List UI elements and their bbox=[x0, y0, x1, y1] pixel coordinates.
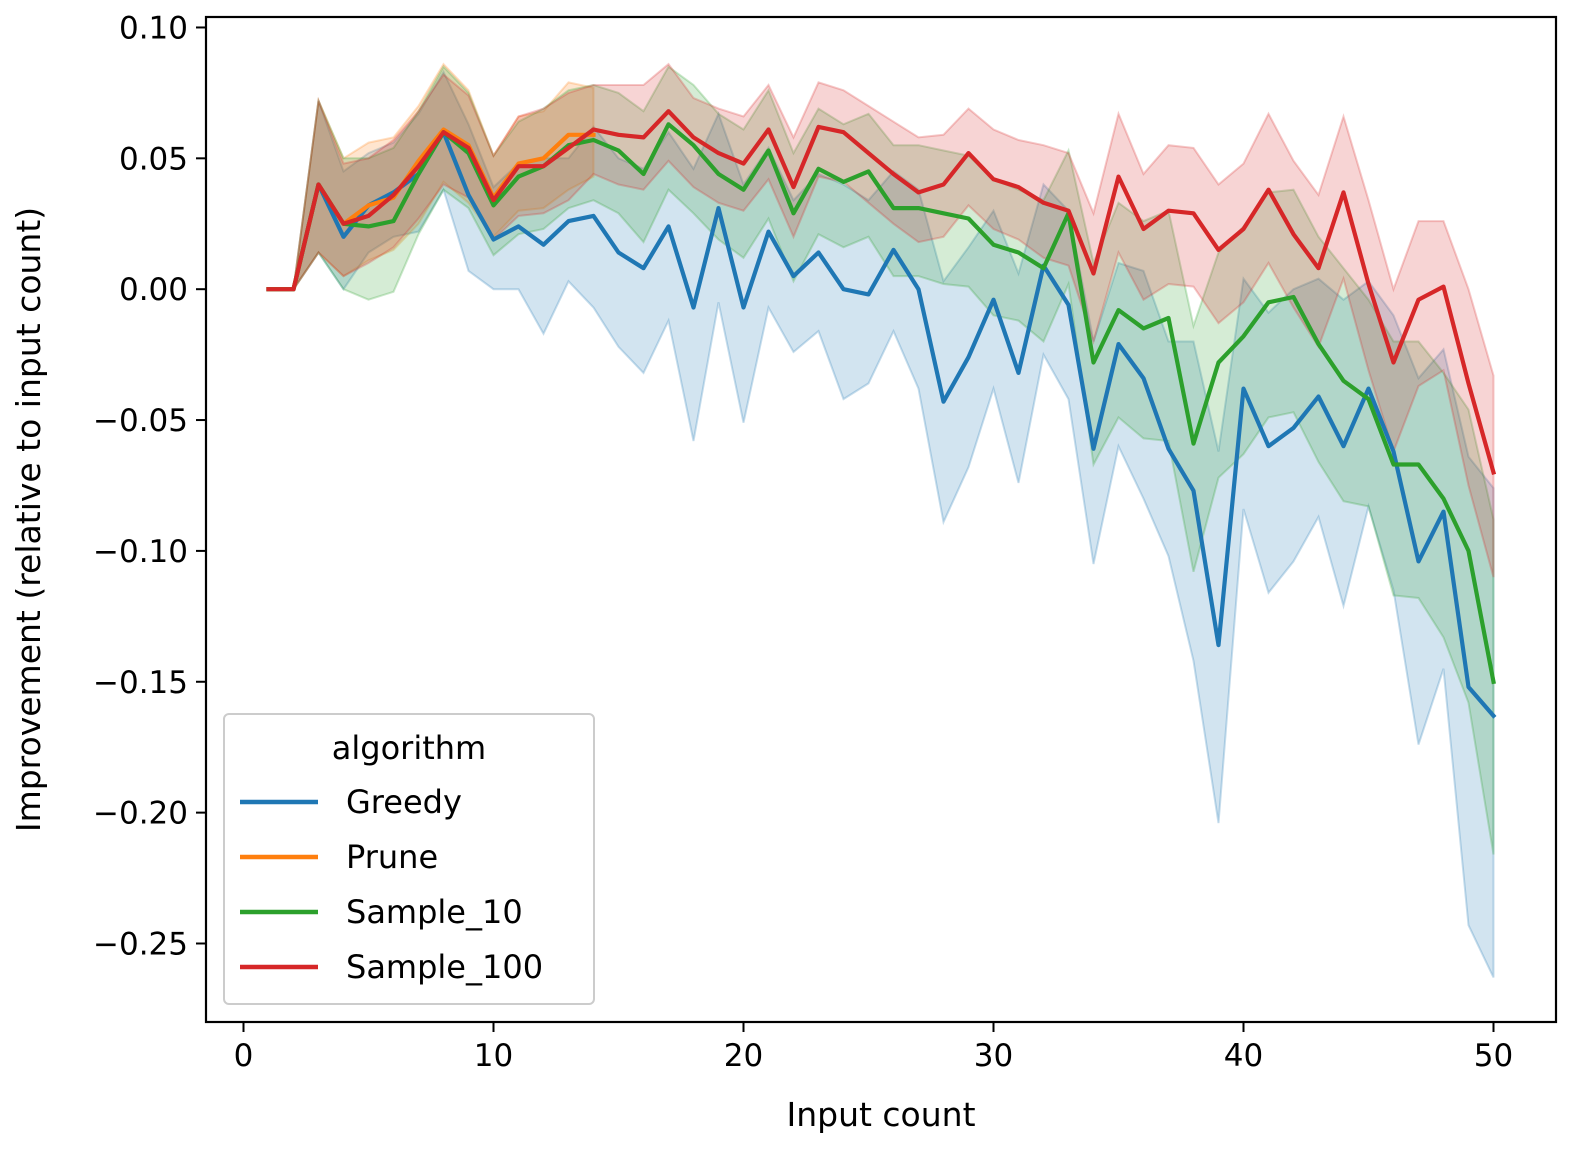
series-lines bbox=[266, 109, 1497, 719]
x-tick-label: 30 bbox=[974, 1038, 1013, 1074]
legend-label-sample-10: Sample_10 bbox=[346, 893, 523, 931]
y-tick-label: 0.00 bbox=[119, 272, 188, 308]
confidence-bands bbox=[268, 62, 1495, 978]
y-axis-label: Improvement (relative to input count) bbox=[9, 207, 48, 832]
y-tick-label: −0.05 bbox=[93, 403, 188, 439]
ci-band-greedy bbox=[268, 69, 1495, 978]
y-tick-label: −0.25 bbox=[93, 926, 188, 962]
x-tick-label: 0 bbox=[234, 1038, 254, 1074]
x-axis-label: Input count bbox=[786, 1095, 975, 1134]
plot-frame bbox=[204, 15, 1558, 1024]
y-tick-label: 0.10 bbox=[119, 10, 188, 46]
y-tick-label: −0.15 bbox=[93, 665, 188, 701]
ci-band-sample-100 bbox=[268, 62, 1495, 578]
legend: algorithm Greedy Prune Sample_10 Sample_100 bbox=[223, 713, 595, 1005]
x-axis: 0 10 20 30 40 50 bbox=[234, 1022, 1513, 1074]
y-tick-label: 0.05 bbox=[119, 141, 188, 177]
x-tick-label: 50 bbox=[1474, 1038, 1513, 1074]
ci-band-sample-10 bbox=[268, 65, 1495, 855]
y-axis: 0.10 0.05 0.00 −0.05 −0.10 −0.15 −0.20 −0.25 bbox=[93, 10, 206, 962]
series-line-sample-100 bbox=[266, 109, 1497, 475]
x-tick-label: 10 bbox=[474, 1038, 513, 1074]
legend-label-greedy: Greedy bbox=[346, 783, 462, 821]
legend-box bbox=[223, 713, 595, 1005]
series-line-greedy bbox=[266, 130, 1497, 719]
x-tick-label: 40 bbox=[1224, 1038, 1263, 1074]
legend-title: algorithm bbox=[332, 729, 486, 767]
legend-label-prune: Prune bbox=[346, 838, 438, 876]
legend-label-sample-100: Sample_100 bbox=[346, 948, 543, 986]
ci-band-prune bbox=[268, 62, 595, 291]
series-line-sample-10 bbox=[266, 122, 1496, 685]
x-tick-label: 20 bbox=[724, 1038, 763, 1074]
y-tick-label: −0.20 bbox=[93, 796, 188, 832]
y-tick-label: −0.10 bbox=[93, 534, 188, 570]
